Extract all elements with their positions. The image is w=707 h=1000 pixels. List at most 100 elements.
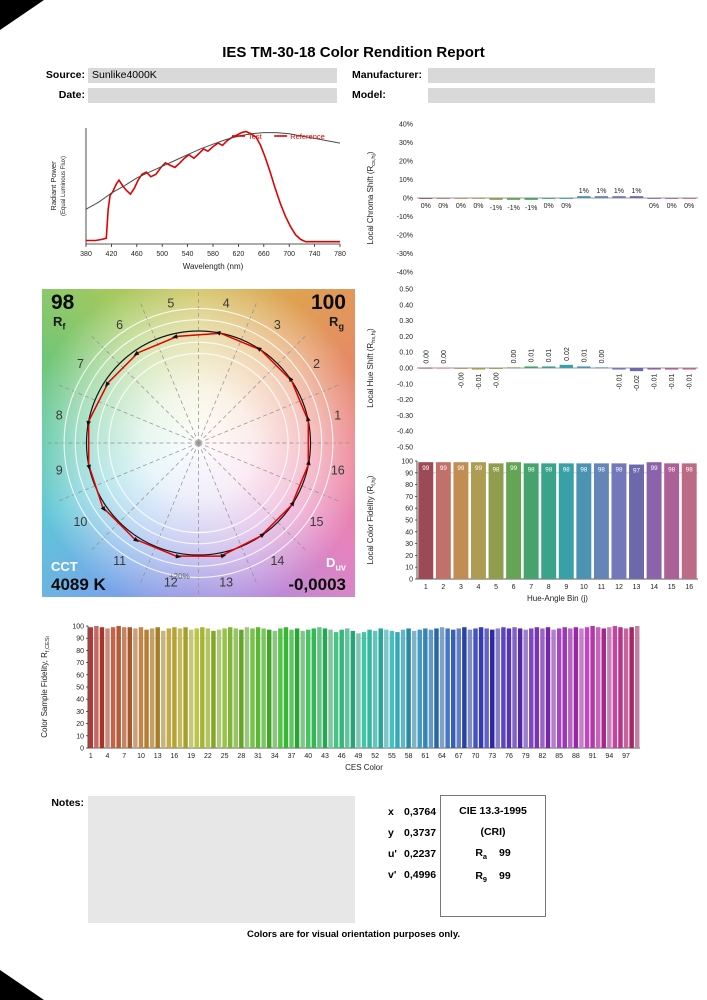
svg-text:99: 99 xyxy=(457,465,465,472)
svg-text:4: 4 xyxy=(477,584,481,591)
date-field[interactable] xyxy=(88,88,337,103)
svg-text:55: 55 xyxy=(388,753,396,760)
duv-label: Duv xyxy=(325,555,346,573)
source-field[interactable]: Sunlike4000K xyxy=(88,68,337,83)
svg-text:98: 98 xyxy=(580,466,588,473)
notes-field[interactable] xyxy=(88,796,355,923)
svg-text:30: 30 xyxy=(76,709,84,716)
svg-text:10: 10 xyxy=(137,753,145,760)
svg-text:13: 13 xyxy=(154,753,162,760)
svg-text:82: 82 xyxy=(539,753,547,760)
svg-text:0%: 0% xyxy=(544,203,554,210)
cie-subtitle: (CRI) xyxy=(480,826,506,838)
cct-label: CCT xyxy=(51,559,78,574)
svg-text:6: 6 xyxy=(512,584,516,591)
corner-triangle-bottom-left xyxy=(0,970,44,1000)
svg-text:20: 20 xyxy=(76,721,84,728)
svg-text:0.01: 0.01 xyxy=(529,349,536,363)
svg-text:99: 99 xyxy=(422,465,430,472)
svg-text:Radiant Power: Radiant Power xyxy=(49,161,58,211)
svg-text:Local Color Fidelity (Rf,hj): Local Color Fidelity (Rf,hj) xyxy=(366,475,377,564)
svg-text:12: 12 xyxy=(164,575,178,589)
svg-text:30%: 30% xyxy=(399,140,413,147)
svg-text:-0.50: -0.50 xyxy=(397,445,413,452)
local-fidelity-chart: 0 10 20 30 40 50 60 70 80 90 100 99 99 99 99 98 99 98 98 98… xyxy=(362,455,704,605)
svg-text:1: 1 xyxy=(334,408,341,422)
plus20-gridline-label: +20% xyxy=(169,572,190,581)
svg-text:58: 58 xyxy=(405,753,413,760)
svg-text:37: 37 xyxy=(288,753,296,760)
svg-text:Color Sample Fidelity, Rf,CESi: Color Sample Fidelity, Rf,CESi xyxy=(40,636,51,738)
ces_fidelity-svg: 0 10 20 30 40 50 60 70 80 90 100 1 4 7 10 13 16 19 22 25 28 3… xyxy=(40,624,640,772)
svg-text:0.00: 0.00 xyxy=(399,366,413,373)
svg-text:40: 40 xyxy=(405,529,413,536)
svg-text:-0.01: -0.01 xyxy=(616,373,623,389)
svg-text:1: 1 xyxy=(424,584,428,591)
svg-text:40: 40 xyxy=(76,697,84,704)
svg-text:-40%: -40% xyxy=(397,270,413,277)
svg-text:540: 540 xyxy=(182,251,194,258)
svg-text:10: 10 xyxy=(580,584,588,591)
svg-text:73: 73 xyxy=(488,753,496,760)
svg-text:50: 50 xyxy=(405,518,413,525)
svg-text:380: 380 xyxy=(80,251,92,258)
svg-text:-0.00: -0.00 xyxy=(494,372,501,388)
svg-text:0.40: 0.40 xyxy=(399,302,413,309)
svg-text:11: 11 xyxy=(113,554,126,568)
svg-text:780: 780 xyxy=(334,251,346,258)
svg-text:34: 34 xyxy=(271,753,279,760)
manufacturer-field[interactable] xyxy=(428,68,655,83)
svg-text:40: 40 xyxy=(304,753,312,760)
svg-text:22: 22 xyxy=(204,753,212,760)
svg-text:740: 740 xyxy=(309,251,321,258)
svg-text:97: 97 xyxy=(622,753,630,760)
svg-text:9: 9 xyxy=(56,464,63,478)
svg-text:98: 98 xyxy=(686,466,694,473)
svg-text:99: 99 xyxy=(440,465,448,472)
svg-text:0%: 0% xyxy=(421,203,431,210)
svg-text:98: 98 xyxy=(528,466,536,473)
svg-text:660: 660 xyxy=(258,251,270,258)
svg-text:13: 13 xyxy=(219,575,233,589)
hue_shift-svg: 0.50 0.40 0.30 0.20 0.10 0.00 -0.10 -0.20 -0.30 -… xyxy=(366,287,698,452)
svg-text:15: 15 xyxy=(668,584,676,591)
svg-text:-10%: -10% xyxy=(397,214,413,221)
svg-text:0%: 0% xyxy=(438,203,448,210)
svg-text:16: 16 xyxy=(685,584,693,591)
svg-text:(Equal Luminous Flux): (Equal Luminous Flux) xyxy=(61,156,67,216)
svg-text:0.00: 0.00 xyxy=(599,350,606,364)
chromaticity-y-row: y 0,3737 xyxy=(388,827,437,839)
svg-text:13: 13 xyxy=(633,584,641,591)
svg-text:0.01: 0.01 xyxy=(581,349,588,363)
svg-text:Reference: Reference xyxy=(290,132,325,141)
svg-text:60: 60 xyxy=(76,672,84,679)
svg-text:-1%: -1% xyxy=(507,205,519,212)
model-label: Model: xyxy=(352,89,386,101)
svg-text:79: 79 xyxy=(522,753,530,760)
svg-text:420: 420 xyxy=(106,251,118,258)
svg-text:0%: 0% xyxy=(649,203,659,210)
cie-title: CIE 13.3-1995 xyxy=(459,805,527,817)
svg-text:Hue-Angle Bin (j): Hue-Angle Bin (j) xyxy=(527,594,588,603)
svg-text:0.10: 0.10 xyxy=(399,350,413,357)
svg-text:0: 0 xyxy=(409,577,413,584)
manufacturer-label: Manufacturer: xyxy=(352,69,423,81)
svg-text:-0.30: -0.30 xyxy=(397,413,413,420)
svg-text:64: 64 xyxy=(438,753,446,760)
svg-text:5: 5 xyxy=(494,584,498,591)
svg-text:Local Chroma Shift (Rcs,hj): Local Chroma Shift (Rcs,hj) xyxy=(366,151,377,244)
svg-text:10%: 10% xyxy=(399,177,413,184)
model-field[interactable] xyxy=(428,88,655,103)
svg-text:94: 94 xyxy=(605,753,613,760)
svg-text:-0.20: -0.20 xyxy=(397,397,413,404)
ces-fidelity-chart: 0 10 20 30 40 50 60 70 80 90 100 1 4 7 10 13 16 19 22 25 28 3… xyxy=(36,620,646,778)
rg-value: 100 xyxy=(310,291,346,314)
svg-text:-1%: -1% xyxy=(525,205,537,212)
svg-text:460: 460 xyxy=(131,251,143,258)
svg-text:31: 31 xyxy=(254,753,262,760)
svg-text:70: 70 xyxy=(76,660,84,667)
svg-text:3: 3 xyxy=(274,318,281,332)
svg-text:49: 49 xyxy=(355,753,363,760)
svg-text:0.20: 0.20 xyxy=(399,334,413,341)
